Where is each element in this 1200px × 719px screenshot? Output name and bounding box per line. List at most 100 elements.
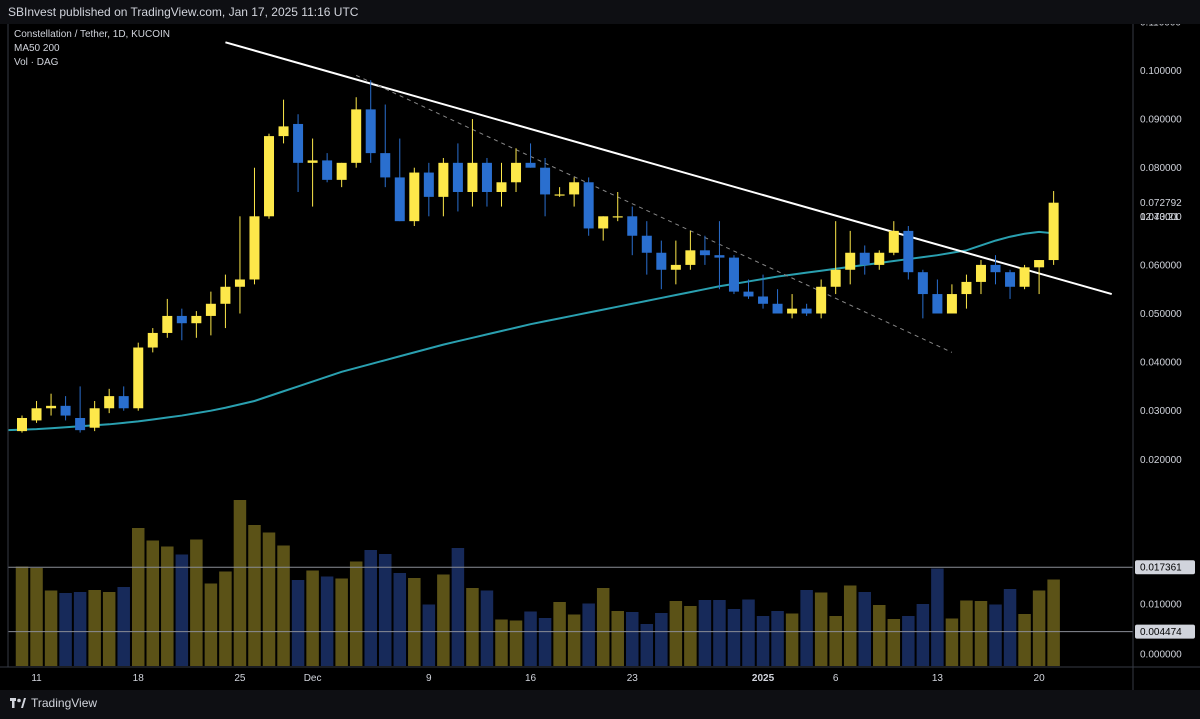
volume-tag-label: 0.004474 [1140,627,1182,638]
candle [118,386,129,411]
candle [409,167,420,227]
candle-body [525,162,536,168]
legend-symbol[interactable]: Constellation / Tether, 1D, KUCOIN [14,29,170,40]
volume-tag-box [1135,624,1195,639]
volume-bar [640,624,654,666]
legend-ma[interactable]: MA50 200 [14,43,60,54]
candle [1034,260,1045,295]
candle-body [511,162,522,183]
volume-bar [233,500,247,666]
candle [31,400,42,423]
price-tick-label: 0.040000 [1140,358,1182,369]
candle-body [830,269,841,287]
candle-body [874,252,885,265]
volume-bar [102,592,116,666]
candle [191,311,202,338]
candle-body [772,303,783,314]
volume-bar [843,585,857,666]
volume-bar [553,602,566,666]
volume-bar [974,601,988,666]
candle-body [176,315,187,324]
candle-body [598,216,609,229]
candlestick-chart[interactable]: 0.1200000.1100000.1000000.0900000.080000… [0,24,1200,690]
volume-bar [335,578,348,666]
candle [612,192,623,222]
tradingview-logo-icon [10,696,26,710]
volume-bar [1003,589,1017,666]
resistance-trendline [225,41,1113,296]
volume-bar [437,574,450,666]
candle [772,289,783,314]
candle [1005,269,1016,299]
candle [569,177,580,207]
time-tick-label: 23 [627,673,639,684]
volume-bar [117,587,130,666]
candle [234,216,245,314]
candle-body [743,291,754,297]
candle [264,133,275,219]
candle-body [946,294,957,314]
volume-bar [204,583,218,666]
candle [714,221,725,290]
volume-bar [829,616,842,666]
candle [917,269,928,319]
candle-body [46,405,57,409]
candle-body [89,408,100,428]
legend-volume[interactable]: Vol · DAG [14,57,59,68]
published-header: SBInvest published on TradingView.com, J… [0,0,1200,24]
volume-bar [15,566,29,666]
volume-bar [277,545,290,666]
volume-bar [393,573,407,666]
volume-bar [611,611,624,666]
volume-bar [582,603,595,666]
volume-bar [858,592,871,666]
volume-bar [364,550,377,666]
candle-body [612,216,623,218]
volume-bar [495,619,508,666]
volume-bar [785,613,799,666]
price-tick-label: 0.050000 [1140,309,1182,320]
price-tick-label: 0.080000 [1140,163,1182,174]
volume-bar [161,546,174,666]
volume-bar [408,578,421,666]
volume-bar [596,588,610,666]
candle-body [467,162,478,192]
candle-body [917,272,928,295]
candle-body [583,182,594,229]
volume-bar [887,619,901,666]
candle-body [249,216,260,280]
volume-bar [960,600,973,666]
volume-bar [814,592,828,666]
time-tick-label: 20 [1034,673,1046,684]
candle-body [220,286,231,304]
volume-bar [669,601,683,666]
tradingview-brand[interactable]: TradingView [10,696,97,710]
candle [583,177,594,236]
candle [278,99,289,144]
candle-body [961,281,972,295]
candle [293,114,304,192]
volume-bar [349,561,363,666]
volume-bar [291,580,305,666]
time-tick-label: 18 [133,673,145,684]
candle-body [975,264,986,282]
candle-body [554,194,565,196]
volume-bar [422,604,436,666]
volume-bar [655,613,668,666]
price-tick-label: 0.020000 [1140,455,1182,466]
candle [481,157,492,207]
candle-body [423,172,434,197]
volume-bar [1018,614,1031,666]
volume-tag-label: 0.017361 [1140,563,1182,574]
volume-bar [727,609,741,666]
candle [496,162,507,207]
candle [220,274,231,329]
time-tick-label: 25 [234,673,246,684]
footer-bar: TradingView [0,690,1200,719]
volume-bar [771,611,784,666]
candle-body [351,109,362,163]
volume-tick-label: 0.010000 [1140,600,1182,611]
volume-bar [916,604,930,666]
volume-bar [1032,590,1046,666]
candle [1019,264,1030,290]
